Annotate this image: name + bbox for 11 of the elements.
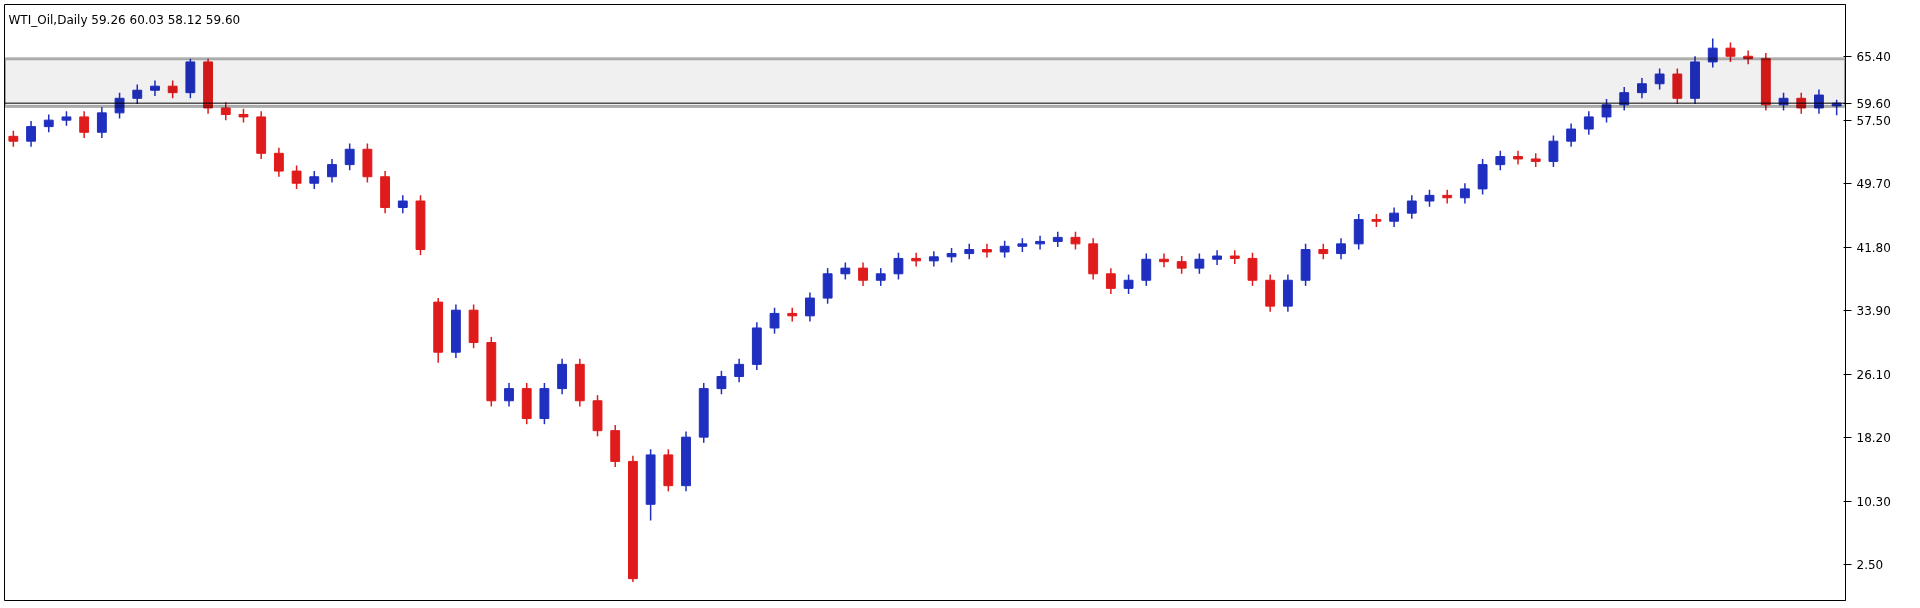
y-tick-label: 18.20: [1856, 431, 1891, 446]
ref-line-label: 59.60: [1856, 96, 1891, 111]
y-tick-label: 65.40: [1856, 49, 1891, 64]
y-tick-label: 49.70: [1856, 176, 1891, 191]
text: WTI_Oil,Daily 59.26 60.03 58.12 59.60: [8, 12, 241, 27]
y-tick-label: 2.50: [1856, 558, 1884, 573]
y-tick-label: 26.10: [1856, 367, 1891, 382]
y-tick-label: 33.90: [1856, 304, 1891, 319]
y-tick-label: 41.80: [1856, 240, 1891, 255]
y-tick-label: 57.50: [1856, 113, 1891, 128]
y-tick-label: 10.30: [1856, 495, 1891, 510]
